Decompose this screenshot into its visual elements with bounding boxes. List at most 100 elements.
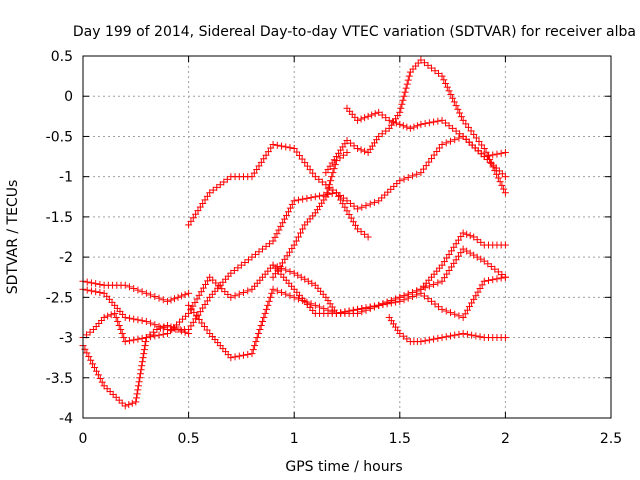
data-point: [121, 338, 129, 346]
data-point: [301, 275, 309, 283]
data-point: [89, 360, 97, 368]
data-point: [159, 296, 167, 304]
data-point: [193, 295, 201, 303]
data-point: [396, 330, 404, 338]
data-point: [281, 255, 289, 263]
data-point: [383, 300, 391, 308]
data-point: [273, 230, 281, 238]
data-point: [209, 276, 217, 284]
data-point: [269, 261, 277, 269]
data-point: [260, 155, 268, 163]
data-point: [486, 156, 494, 164]
data-point: [424, 295, 432, 303]
data-point: [178, 292, 186, 300]
data-point: [375, 132, 383, 140]
data-point: [336, 191, 344, 199]
data-point: [468, 331, 476, 339]
data-point: [498, 271, 506, 279]
data-point: [149, 328, 157, 336]
data-point: [138, 288, 146, 296]
data-point: [282, 143, 290, 151]
data-point: [345, 307, 353, 315]
data-point: [406, 124, 414, 132]
data-point: [262, 242, 270, 250]
data-point: [465, 303, 473, 311]
data-point: [248, 253, 256, 261]
data-point: [420, 59, 428, 67]
data-point: [185, 326, 193, 334]
data-point: [449, 124, 457, 132]
data-point: [255, 162, 263, 170]
data-point: [298, 155, 306, 163]
data-point: [206, 189, 214, 197]
data-point: [424, 61, 432, 69]
x-tick-label: 0: [79, 431, 88, 447]
data-point: [199, 284, 207, 292]
data-point: [269, 285, 277, 293]
data-point: [192, 210, 200, 218]
data-point: [320, 305, 328, 313]
data-point: [343, 149, 351, 157]
data-point: [378, 194, 386, 202]
data-point: [142, 289, 150, 297]
data-point: [455, 134, 463, 142]
data-marks: [79, 56, 509, 410]
data-point: [427, 155, 435, 163]
data-point: [279, 219, 287, 227]
data-point: [155, 322, 163, 330]
data-point: [451, 331, 459, 339]
data-point: [371, 110, 379, 118]
data-point: [408, 293, 416, 301]
data-point: [330, 165, 338, 173]
data-point: [301, 159, 309, 167]
data-point: [185, 289, 193, 297]
data-point: [323, 189, 331, 197]
data-point: [459, 132, 467, 140]
data-point: [470, 251, 478, 259]
data-point: [167, 296, 175, 304]
data-point: [251, 250, 259, 258]
data-point: [452, 240, 460, 248]
data-point: [438, 277, 446, 285]
data-point: [366, 200, 374, 208]
data-point: [251, 342, 259, 350]
data-point: [250, 169, 258, 177]
data-point: [278, 259, 286, 267]
data-point: [457, 249, 465, 257]
data-point: [459, 330, 467, 338]
data-point: [81, 345, 89, 353]
y-tick-label: -3.5: [46, 371, 73, 387]
data-point: [96, 280, 104, 288]
data-point: [118, 330, 126, 338]
data-point: [235, 352, 243, 360]
data-point: [403, 335, 411, 343]
data-point: [132, 394, 140, 402]
data-point: [451, 136, 459, 144]
data-point: [187, 322, 195, 330]
data-point: [387, 299, 395, 307]
data-point: [440, 76, 448, 84]
data-point: [195, 315, 203, 323]
data-point: [491, 265, 499, 273]
data-point: [463, 330, 471, 338]
data-point: [472, 292, 480, 300]
data-point: [454, 236, 462, 244]
data-point: [103, 385, 111, 393]
y-axis-label: SDTVAR / TECUs: [5, 180, 21, 295]
data-point: [137, 366, 145, 374]
data-point: [498, 181, 506, 189]
data-point: [194, 311, 202, 319]
data-point: [130, 336, 138, 344]
data-point: [450, 259, 458, 267]
data-point: [501, 173, 509, 181]
data-point: [332, 189, 340, 197]
data-point: [446, 332, 454, 340]
data-point: [378, 130, 386, 138]
data-point: [449, 94, 457, 102]
data-point: [134, 316, 142, 324]
data-point: [438, 334, 446, 342]
y-tick-label: 0: [64, 89, 73, 105]
data-point: [493, 150, 501, 158]
y-tick-label: -0.5: [46, 129, 73, 145]
